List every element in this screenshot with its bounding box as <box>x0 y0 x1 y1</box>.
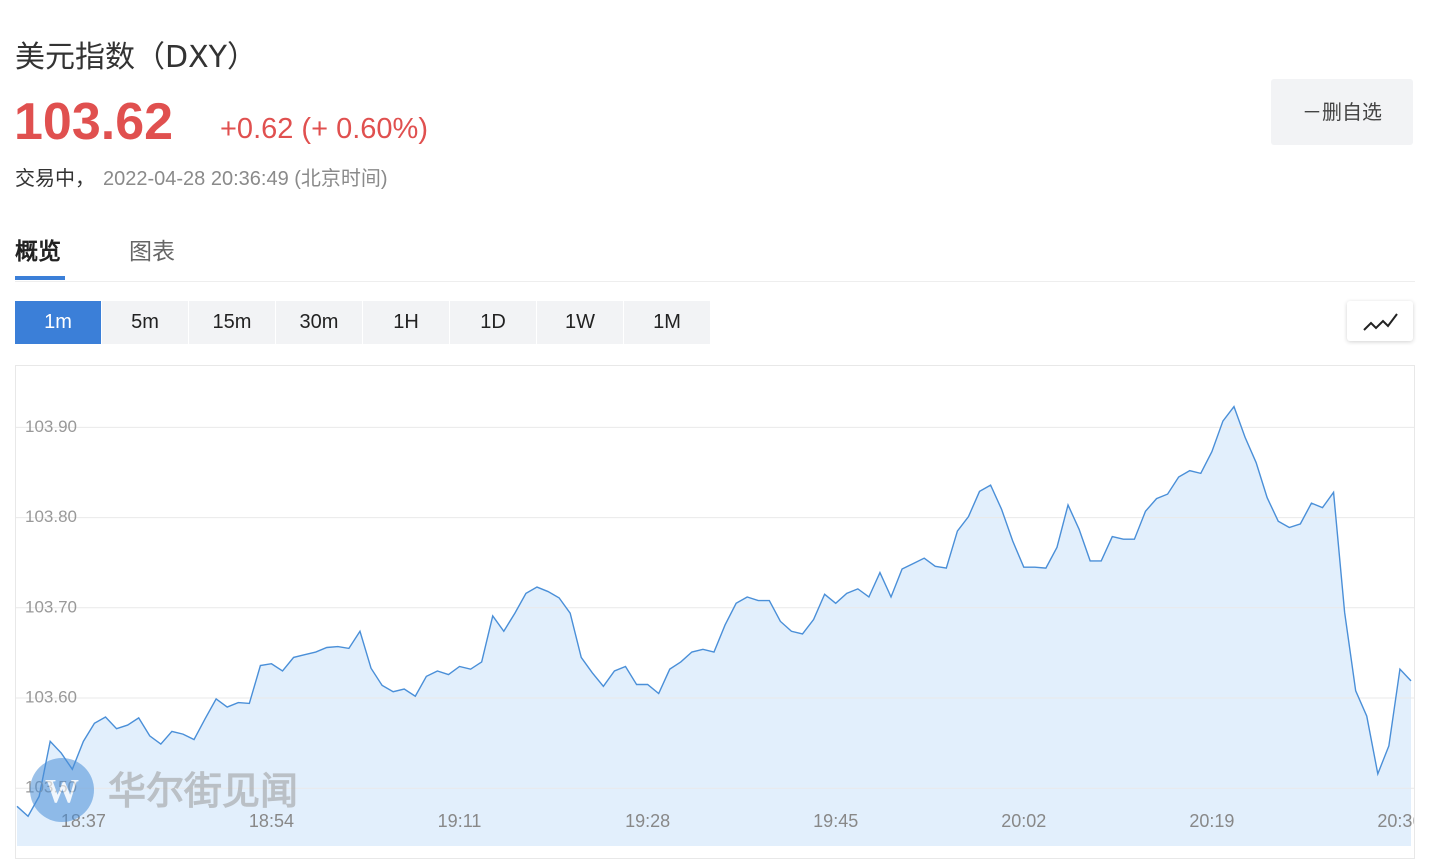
watchlist-button[interactable]: －删自选 <box>1271 79 1413 145</box>
chart-type-icon <box>1363 313 1398 331</box>
watermark: W 华尔街见闻 <box>30 758 298 822</box>
x-tick-label: 20:36 <box>1377 811 1415 831</box>
divider <box>15 281 1415 282</box>
trading-status: 交易中， <box>15 166 95 190</box>
page-title: 美元指数（DXY） <box>15 40 257 75</box>
interval-button[interactable]: 1D <box>450 301 537 344</box>
timestamp: 2022-04-28 20:36:49 (北京时间) <box>103 168 388 190</box>
interval-button[interactable]: 15m <box>189 301 276 344</box>
x-tick-label: 19:45 <box>813 811 858 831</box>
x-tick-label: 19:28 <box>625 811 670 831</box>
price-line <box>16 405 1412 818</box>
y-tick-label: 103.90 <box>25 417 77 436</box>
chart-type-button[interactable] <box>1347 301 1413 341</box>
x-tick-label: 18:54 <box>249 811 294 831</box>
x-tick-label: 20:02 <box>1001 811 1046 831</box>
y-tick-label: 103.60 <box>25 688 77 707</box>
y-tick-label: 103.70 <box>25 597 77 616</box>
x-tick-label: 20:19 <box>1189 811 1234 831</box>
price-change: +0.62 (+ 0.60%) <box>220 113 428 145</box>
interval-bar: 1m 5m 15m 30m 1H 1D 1W 1M <box>15 301 711 344</box>
tab[interactable]: 图表 <box>129 239 175 265</box>
watermark-logo-letter: W <box>45 773 79 810</box>
interval-button[interactable]: 1H <box>363 301 450 344</box>
tab-indicator <box>15 276 65 280</box>
interval-button[interactable]: 1m <box>15 301 102 344</box>
price: 103.62 <box>14 93 174 151</box>
chart: 103.50103.60103.70103.80103.9018:3718:54… <box>15 365 1415 859</box>
interval-button[interactable]: 1W <box>537 301 624 344</box>
tab[interactable]: 概览 <box>15 239 61 265</box>
area-fill <box>17 406 1411 846</box>
interval-button[interactable]: 30m <box>276 301 363 344</box>
interval-button[interactable]: 5m <box>102 301 189 344</box>
watermark-logo <box>30 758 94 822</box>
x-tick-label: 19:11 <box>438 811 482 831</box>
y-tick-label: 103.80 <box>25 507 77 526</box>
watermark-text: 华尔街见闻 <box>108 768 298 813</box>
interval-button[interactable]: 1M <box>624 301 711 344</box>
